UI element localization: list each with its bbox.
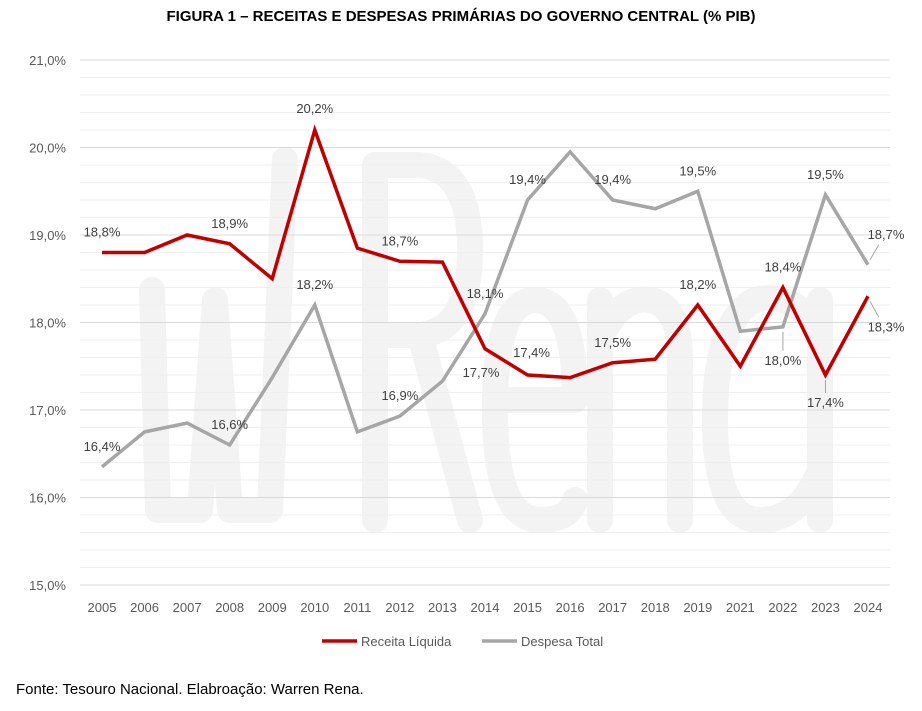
x-tick-label: 2016 xyxy=(556,600,585,615)
data-label: 18,9% xyxy=(211,216,248,231)
data-label: 18,1% xyxy=(467,286,504,301)
y-tick-label: 20,0% xyxy=(29,141,66,156)
x-tick-label: 2010 xyxy=(300,600,329,615)
data-label: 19,4% xyxy=(594,172,631,187)
x-tick-label: 2011 xyxy=(343,600,371,615)
data-label: 16,9% xyxy=(381,388,418,403)
data-label: 19,4% xyxy=(509,172,546,187)
y-tick-label: 21,0% xyxy=(29,53,66,68)
series-line-receita-líquida xyxy=(102,124,870,380)
legend-label: Receita Líquida xyxy=(361,634,452,649)
watermark-letter-r xyxy=(362,152,483,533)
watermark-letter-w xyxy=(139,147,298,523)
data-label: 18,3% xyxy=(868,319,905,334)
data-label: 18,7% xyxy=(381,233,418,248)
chart-title: FIGURA 1 – RECEITAS E DESPESAS PRIMÁRIAS… xyxy=(166,8,756,25)
y-tick-label: 15,0% xyxy=(29,578,66,593)
data-label: 18,8% xyxy=(84,225,121,240)
y-axis: 15,0% 16,0% 17,0% 18,0% 19,0% 20,0% 21,0% xyxy=(29,53,66,593)
x-tick-label: 2008 xyxy=(215,600,244,615)
x-tick-label: 2009 xyxy=(258,600,287,615)
x-tick-label: 2024 xyxy=(854,600,883,615)
x-tick-label: 2013 xyxy=(428,600,457,615)
data-label: 19,5% xyxy=(807,167,844,182)
data-label: 17,4% xyxy=(807,395,844,410)
data-label: 20,2% xyxy=(296,101,333,116)
source-note: Fonte: Tesouro Nacional. Elabroação: War… xyxy=(16,681,364,698)
y-tick-label: 18,0% xyxy=(29,316,66,331)
data-label: 16,6% xyxy=(211,417,248,432)
data-label: 18,0% xyxy=(764,353,801,368)
series-lines xyxy=(100,124,870,469)
x-tick-label: 2007 xyxy=(173,600,202,615)
data-label: 16,4% xyxy=(84,439,121,454)
watermark-letter-e xyxy=(482,287,588,533)
data-label: 19,5% xyxy=(679,163,716,178)
y-tick-label: 19,0% xyxy=(29,228,66,243)
x-tick-label: 2014 xyxy=(471,600,500,615)
x-tick-label: 2023 xyxy=(811,600,840,615)
legend: Receita Líquida Despesa Total xyxy=(322,634,603,649)
x-tick-label: 2005 xyxy=(88,600,117,615)
data-labels: 18,8% 18,9% 20,2% 18,7% 17,7% 17,4% 17,5% 18,2%… xyxy=(84,101,905,454)
series-line-despesa-total xyxy=(100,149,870,469)
x-tick-label: 2018 xyxy=(641,600,670,615)
x-tick-label: 2021 xyxy=(726,600,755,615)
data-label: 18,2% xyxy=(296,277,333,292)
leader-line xyxy=(869,244,880,261)
legend-label: Despesa Total xyxy=(521,634,603,649)
data-label: 17,4% xyxy=(513,345,550,360)
data-label: 17,5% xyxy=(594,335,631,350)
data-label: 17,7% xyxy=(463,365,500,380)
data-label: 18,7% xyxy=(868,227,905,242)
x-tick-label: 2006 xyxy=(130,600,159,615)
x-tick-label: 2017 xyxy=(598,600,627,615)
x-tick-label: 2019 xyxy=(683,600,712,615)
leader-line xyxy=(869,301,880,318)
x-tick-label: 2015 xyxy=(513,600,542,615)
x-tick-label: 2012 xyxy=(385,600,414,615)
x-axis: 2005 2006 2007 2008 2009 2010 2011 2012 2013 2014… xyxy=(88,600,883,615)
data-label: 18,2% xyxy=(679,277,716,292)
y-tick-label: 17,0% xyxy=(29,403,66,418)
x-tick-label: 2022 xyxy=(768,600,797,615)
data-label: 18,4% xyxy=(764,260,801,275)
y-tick-label: 16,0% xyxy=(29,491,66,506)
